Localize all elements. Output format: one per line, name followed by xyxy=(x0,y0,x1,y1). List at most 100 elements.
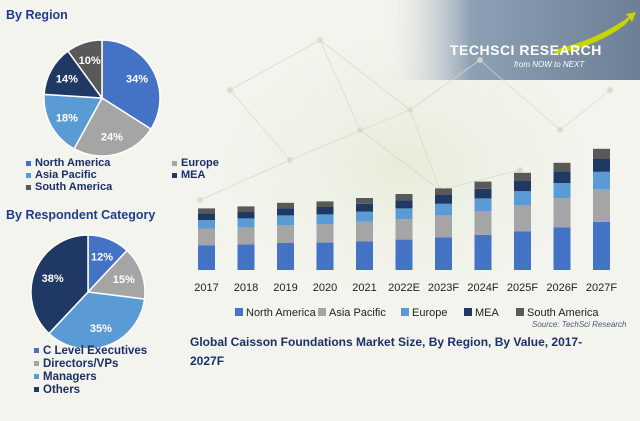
bar-segment-europe-2019 xyxy=(277,215,294,225)
bar-segment-south-america-2021 xyxy=(356,198,373,204)
region-pie-slice-south-america xyxy=(66,39,103,101)
logo-tagline: from NOW to NEXT xyxy=(514,60,585,69)
market-size-bar-chart: 2017 2018 2019 2020 2021 2022E 2023F 2024F 2025F… xyxy=(194,148,617,319)
bar-segment-north-america-2025f xyxy=(514,231,531,270)
legend-swatch xyxy=(26,160,31,166)
x-tick-label: 2027F xyxy=(586,282,617,294)
legend-swatch xyxy=(26,172,31,178)
x-tick-label: 2019 xyxy=(273,282,297,294)
bar-segment-mea-2025f xyxy=(514,180,531,192)
legend-label: North America xyxy=(35,157,111,169)
legend-label: Asia Pacific xyxy=(35,169,97,181)
bar-legend-label: North America xyxy=(246,307,317,319)
x-tick-label: 2024F xyxy=(467,282,498,294)
bar-segment-south-america-2023f xyxy=(435,188,452,195)
legend-label: C Level Executives xyxy=(43,345,148,357)
respondent-legend-managers: Managers xyxy=(34,371,97,383)
bar-legend-label: Asia Pacific xyxy=(329,307,386,319)
x-tick-label: 2017 xyxy=(194,282,218,294)
region-legend-north-america: North America xyxy=(26,157,110,169)
bar-legend-swatch xyxy=(235,308,243,316)
source-note: Source: TechSci Research xyxy=(532,320,627,329)
respondent-pie-slice-directors-vps xyxy=(86,249,146,300)
bar-legend-swatch xyxy=(464,308,472,316)
bar-segment-europe-2018 xyxy=(237,218,255,228)
bar-segment-europe-2026f xyxy=(553,183,571,199)
bar-segment-north-america-2021 xyxy=(356,241,373,270)
x-tick-label: 2020 xyxy=(313,282,337,294)
region-legend-mea: MEA xyxy=(172,169,205,181)
bar-segment-asia-pacific-2022e xyxy=(395,219,413,240)
bar-segment-north-america-2017 xyxy=(198,245,215,270)
bar-segment-south-america-2018 xyxy=(237,206,255,212)
bar-segment-mea-2027f xyxy=(593,158,610,172)
region-legend-europe: Europe xyxy=(172,157,219,169)
x-tick-label: 2018 xyxy=(234,282,258,294)
chart-caption: Global Caisson Foundations Market Size, … xyxy=(190,335,583,368)
region-legend: North America Europe Asia Pacific MEA So… xyxy=(0,155,260,200)
respondent-pie-label-directors-vps: 15% xyxy=(113,274,135,286)
bar-legend-swatch xyxy=(318,308,326,316)
bar-segment-mea-2021 xyxy=(356,203,373,212)
region-pie-label-asia-pacific: 18% xyxy=(56,112,78,124)
x-tick-label: 2025F xyxy=(507,282,538,294)
bar-segment-south-america-2017 xyxy=(198,208,215,214)
bar-segment-south-america-2020 xyxy=(316,201,334,207)
bar-segment-asia-pacific-2017 xyxy=(198,228,215,246)
region-pie-label-north-america: 34% xyxy=(126,74,148,86)
bar-segment-asia-pacific-2023f xyxy=(435,215,452,238)
logo-brand: TECHSCI RESEARCH xyxy=(450,42,602,58)
legend-swatch xyxy=(34,348,39,354)
bar-segment-asia-pacific-2027f xyxy=(593,189,610,222)
legend-label: Europe xyxy=(181,157,219,169)
respondent-pie-slice-managers xyxy=(47,291,146,350)
bar-segment-north-america-2023f xyxy=(435,237,452,270)
bar-segment-europe-2017 xyxy=(198,220,215,229)
legend-swatch xyxy=(172,160,177,166)
respondent-pie-label-managers: 35% xyxy=(90,323,112,335)
x-tick-label: 2023F xyxy=(428,282,459,294)
x-tick-label: 2026F xyxy=(546,282,577,294)
respondent-pie-label-c-level-executives: 12% xyxy=(91,252,113,264)
respondent-legend: C Level Executives Directors/VPs Manager… xyxy=(0,344,200,404)
bar-segment-south-america-2027f xyxy=(593,148,610,159)
bar-legend-swatch xyxy=(401,308,409,316)
bar-segment-asia-pacific-2020 xyxy=(316,224,334,243)
bar-segment-south-america-2026f xyxy=(553,162,571,172)
region-pie-label-europe: 24% xyxy=(101,132,123,144)
bar-segment-south-america-2024f xyxy=(474,181,492,189)
legend-label: MEA xyxy=(181,169,206,181)
legend-label: Others xyxy=(43,384,81,396)
region-pie-slice-europe xyxy=(73,96,153,157)
region-pie-chart: 34% 24% 18% 14%10% xyxy=(43,39,161,157)
bar-segment-europe-2025f xyxy=(514,191,531,205)
bar-segment-asia-pacific-2021 xyxy=(356,221,373,242)
respondent-legend-others: Others xyxy=(34,384,80,396)
bar-segment-mea-2019 xyxy=(277,208,294,216)
legend-label: Directors/VPs xyxy=(43,358,119,370)
bar-segment-north-america-2024f xyxy=(474,234,492,270)
bar-segment-europe-2020 xyxy=(316,214,334,225)
techsci-logo: TECHSCI RESEARCH from NOW to NEXT xyxy=(448,10,638,72)
legend-label: South America xyxy=(35,181,113,193)
legend-label: Managers xyxy=(43,371,97,383)
bar-segment-mea-2020 xyxy=(316,207,334,215)
bar-segment-asia-pacific-2018 xyxy=(237,227,255,245)
bar-segment-north-america-2027f xyxy=(593,221,610,270)
legend-swatch xyxy=(26,184,31,190)
bar-legend-label: South America xyxy=(527,307,599,319)
bar-segment-north-america-2022e xyxy=(395,239,413,270)
respondent-section-title: By Respondent Category xyxy=(6,208,156,222)
bar-segment-asia-pacific-2025f xyxy=(514,205,531,232)
region-pie-label-south-america: 10% xyxy=(79,55,101,67)
respondent-pie-slice-others xyxy=(30,234,89,335)
bar-legend-label: MEA xyxy=(475,307,500,319)
bar-segment-mea-2023f xyxy=(435,195,452,204)
region-pie-label-mea: 14% xyxy=(56,74,78,86)
bar-legend-swatch xyxy=(516,308,524,316)
bar-segment-south-america-2025f xyxy=(514,172,531,181)
region-pie-slice-asia-pacific xyxy=(43,93,104,150)
legend-swatch xyxy=(34,374,39,380)
bar-segment-south-america-2019 xyxy=(277,202,294,209)
x-tick-label: 2022E xyxy=(388,282,420,294)
